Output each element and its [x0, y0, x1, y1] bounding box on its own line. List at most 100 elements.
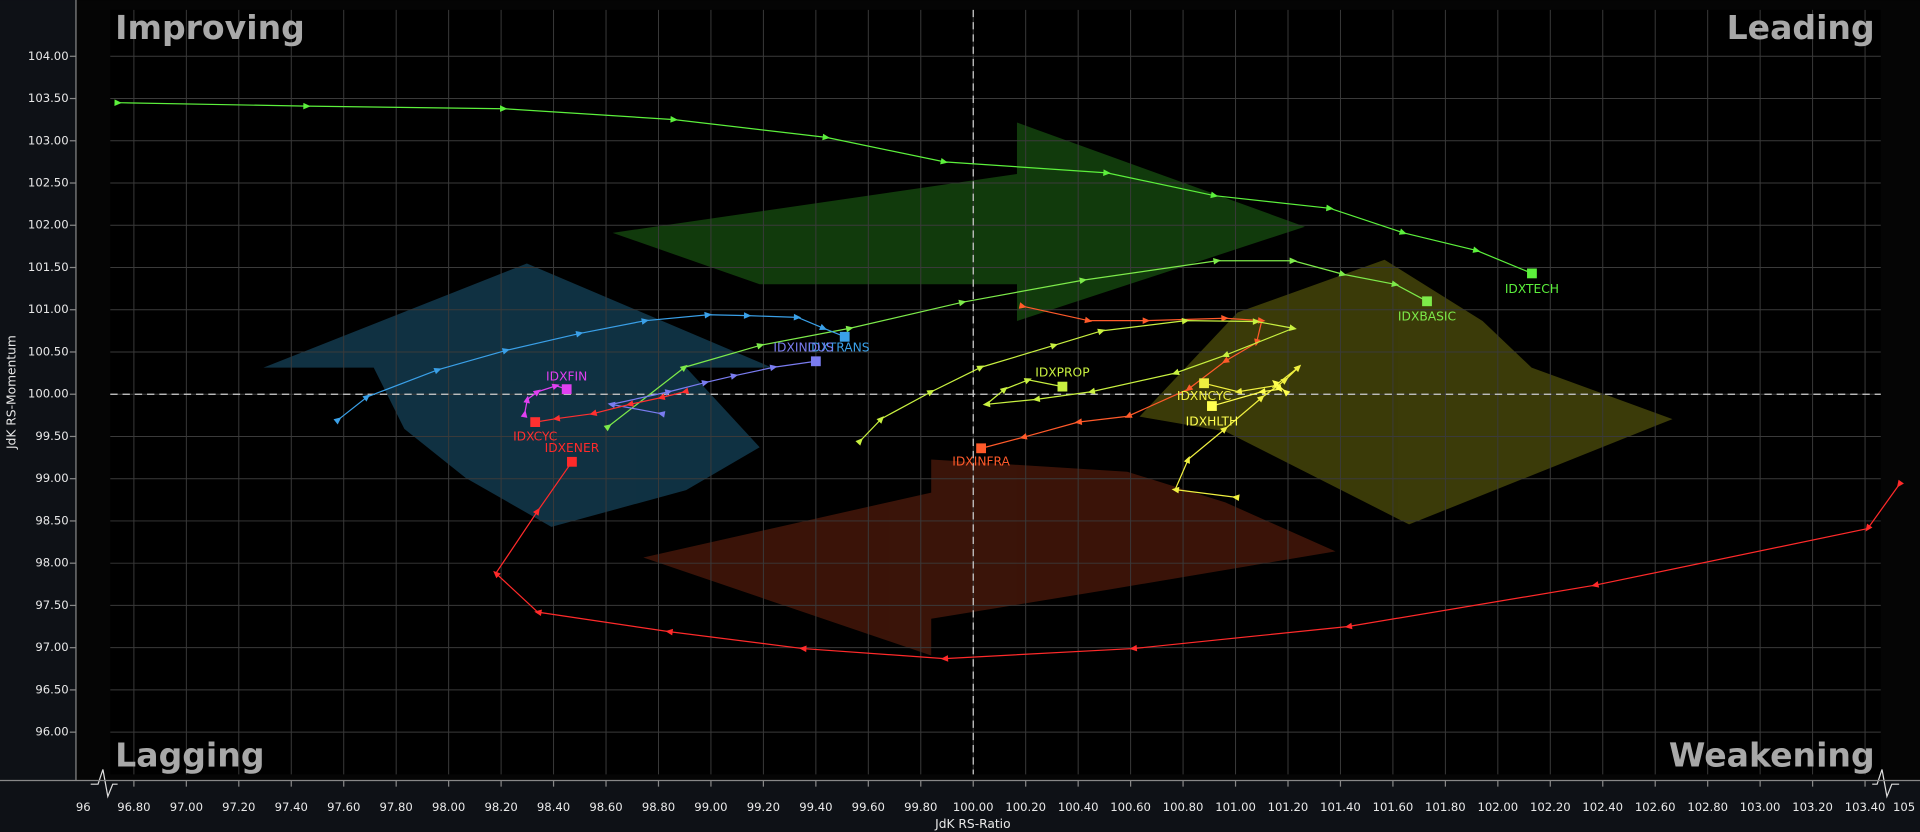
- tail-marker: [1023, 378, 1032, 385]
- x-tick-label: 99.20: [747, 800, 780, 814]
- head-marker: [1057, 381, 1068, 392]
- x-tick-label: 103.20: [1792, 800, 1833, 814]
- x-tick-label: 101.80: [1425, 800, 1466, 814]
- tail-marker: [1272, 379, 1280, 388]
- x-tick-label: 99.80: [904, 800, 937, 814]
- arrow-improving: [263, 263, 772, 527]
- tail-marker: [1896, 479, 1904, 488]
- tail-marker: [1472, 246, 1481, 253]
- tail-marker: [855, 438, 863, 446]
- tail-marker: [664, 389, 673, 396]
- x-tick-label: 103.00: [1740, 800, 1781, 814]
- y-tick-label: 100.00: [28, 387, 69, 401]
- x-tick-label: 101.40: [1320, 800, 1361, 814]
- tail-marker: [876, 416, 885, 424]
- tail-marker: [523, 395, 530, 404]
- series-label: IDXHLTH: [1186, 414, 1238, 428]
- tail-marker: [1338, 270, 1347, 277]
- tail-line: [1174, 366, 1299, 498]
- tail-marker: [730, 373, 739, 380]
- tail-marker: [1280, 377, 1289, 385]
- tail-marker: [501, 348, 510, 355]
- tail-marker: [665, 628, 674, 636]
- tail-marker: [681, 387, 690, 394]
- tail-marker: [1097, 328, 1106, 336]
- x-tick-label: 100.80: [1163, 800, 1204, 814]
- tail-marker: [1252, 318, 1261, 325]
- y-tick-label: 96.50: [35, 682, 68, 696]
- tail-marker: [940, 655, 949, 662]
- y-tick-label: 103.50: [28, 91, 69, 105]
- x-tick-label: 99.60: [852, 800, 885, 814]
- tail-marker: [976, 365, 985, 372]
- y-tick-label: 96.00: [35, 725, 68, 739]
- head-marker: [1422, 296, 1432, 307]
- head-marker: [1207, 401, 1217, 411]
- head-marker: [1527, 268, 1537, 279]
- quadrant-label: Leading: [1727, 8, 1875, 47]
- tail-marker: [999, 386, 1008, 395]
- tail-marker: [625, 400, 634, 407]
- tail-marker: [1591, 581, 1600, 588]
- tail-marker: [1181, 317, 1190, 325]
- x-tick-label: 97.40: [275, 800, 308, 814]
- tail-marker: [1282, 389, 1291, 397]
- head-marker: [810, 356, 821, 367]
- tail-marker: [1234, 387, 1243, 395]
- tail-marker: [552, 414, 561, 422]
- tail-marker: [641, 318, 650, 325]
- x-tick-label: 98.40: [537, 800, 570, 814]
- tail-marker: [1256, 395, 1265, 403]
- tail-marker: [756, 343, 765, 350]
- tail-marker: [1103, 169, 1111, 176]
- tail-marker: [1221, 315, 1229, 322]
- head-marker: [530, 417, 541, 427]
- y-tick-label: 102.00: [28, 218, 69, 232]
- x-tick-label: 101.60: [1373, 800, 1414, 814]
- tail-marker: [607, 401, 616, 409]
- tail-marker: [575, 330, 584, 338]
- tail-marker: [493, 570, 501, 579]
- tail-marker: [114, 99, 122, 107]
- x-tick-label: 99.40: [799, 800, 832, 814]
- x-tick-label: 102.60: [1635, 800, 1676, 814]
- arrow-leading: [612, 122, 1305, 322]
- plot-area: [110, 9, 1881, 775]
- x-tick-label: 97.60: [327, 800, 360, 814]
- tail-marker: [1171, 368, 1180, 375]
- series-label: IDXBASIC: [1398, 310, 1456, 324]
- tail-marker: [1019, 433, 1028, 440]
- tail-marker: [520, 409, 528, 418]
- tail-marker: [679, 364, 688, 373]
- head-marker: [1199, 378, 1209, 389]
- tail-marker: [670, 116, 678, 123]
- tail-marker: [845, 325, 854, 333]
- tail-marker: [793, 313, 802, 321]
- x-tick-label: 97.00: [170, 800, 203, 814]
- tail-marker: [1183, 455, 1190, 464]
- y-tick-label: 102.50: [28, 176, 69, 190]
- tail-marker: [532, 507, 540, 516]
- tail-marker: [657, 393, 666, 400]
- y-axis-title: JdK RS-Momentum: [5, 335, 19, 450]
- tail-marker: [362, 394, 371, 402]
- head-marker: [567, 456, 577, 467]
- tail-marker: [1142, 317, 1151, 324]
- tail-marker: [743, 312, 752, 319]
- tail-marker: [1079, 277, 1088, 285]
- tail-marker: [1231, 494, 1240, 502]
- x-tick-label: 98.00: [432, 800, 465, 814]
- x-tick-label: 96.80: [117, 800, 150, 814]
- tail-marker: [940, 157, 948, 165]
- tail-marker: [534, 609, 542, 616]
- series-label: IDXFIN: [546, 369, 587, 383]
- series-label: IDXINDUS: [773, 340, 834, 354]
- tail-marker: [1221, 350, 1230, 358]
- x-axis-title: JdK RS-Ratio: [934, 817, 1010, 831]
- tail-line: [495, 461, 1900, 660]
- y-tick-label: 97.50: [35, 598, 68, 612]
- tail-marker: [1221, 356, 1230, 364]
- quadrant-label: Weakening: [1669, 736, 1875, 775]
- tail-marker: [1325, 204, 1334, 212]
